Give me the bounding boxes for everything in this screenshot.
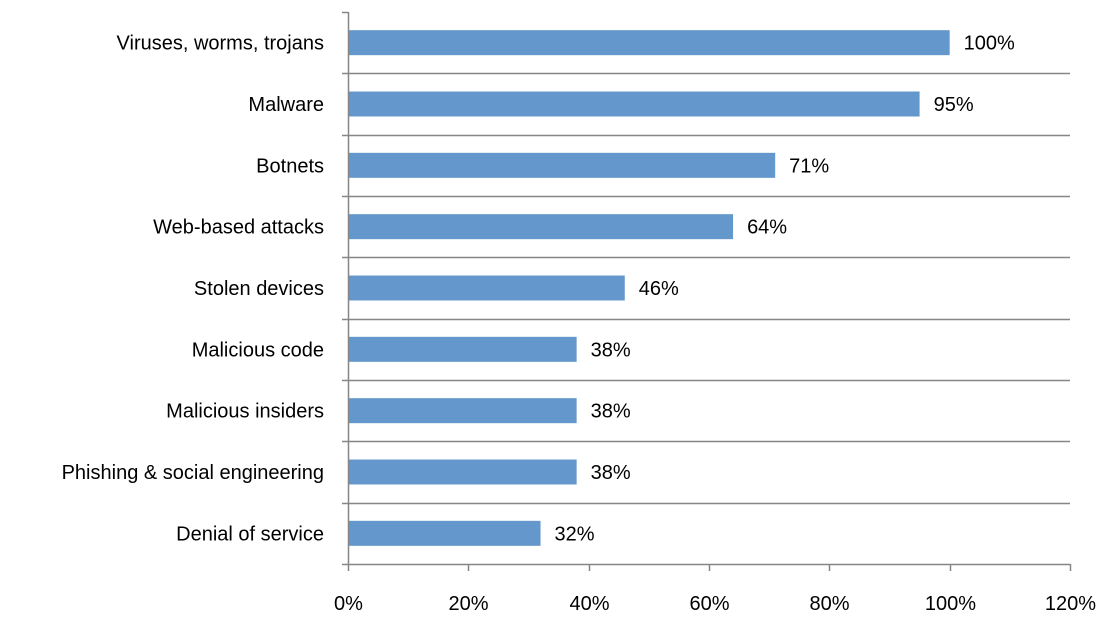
category-label: Phishing & social engineering <box>62 462 324 484</box>
category-label: Botnets <box>256 155 324 177</box>
bars-group <box>348 30 950 546</box>
axes-group <box>342 11 1072 571</box>
bar-malicious-insiders <box>348 398 577 424</box>
x-tick-label: 40% <box>569 593 609 615</box>
x-tick-label: 100% <box>925 593 976 615</box>
category-label: Stolen devices <box>194 278 324 300</box>
bar-denial-of-service <box>348 520 541 546</box>
bar-value-label: 100% <box>964 33 1015 55</box>
bar-botnets <box>348 152 776 178</box>
x-tick-label: 80% <box>809 593 849 615</box>
category-separators <box>348 72 1070 505</box>
x-tick-label: 0% <box>334 593 363 615</box>
value-labels-group: 100% 95% 71% 64% 46% 38% 38% 38% 32% <box>555 33 1016 546</box>
x-tick-labels-group: 0% 20% 40% 60% 80% 100% 120% <box>334 593 1096 615</box>
bar-malware <box>348 91 920 117</box>
bar-value-label: 71% <box>789 155 829 177</box>
bar-value-label: 38% <box>591 401 631 423</box>
x-tick-label: 60% <box>689 593 729 615</box>
bar-malicious-code <box>348 336 577 362</box>
bar-value-label: 64% <box>747 217 787 239</box>
category-label: Web-based attacks <box>153 217 324 239</box>
category-labels-group: Viruses, worms, trojans Malware Botnets Web… <box>62 33 324 546</box>
category-label: Viruses, worms, trojans <box>117 33 324 55</box>
bar-value-label: 38% <box>591 462 631 484</box>
category-label: Malicious code <box>192 339 324 361</box>
bar-value-label: 46% <box>639 278 679 300</box>
x-tick-label: 120% <box>1045 593 1096 615</box>
category-label: Denial of service <box>176 523 324 545</box>
category-label: Malicious insiders <box>166 401 324 423</box>
bar-phishing-social-engineering <box>348 459 577 485</box>
bar-web-based-attacks <box>348 214 734 240</box>
category-label: Malware <box>248 94 324 116</box>
x-tick-label: 20% <box>448 593 488 615</box>
bar-value-label: 32% <box>555 523 595 545</box>
bar-stolen-devices <box>348 275 625 301</box>
bar-value-label: 95% <box>934 94 974 116</box>
bar-value-label: 38% <box>591 339 631 361</box>
bar-viruses-worms-trojans <box>348 30 950 56</box>
